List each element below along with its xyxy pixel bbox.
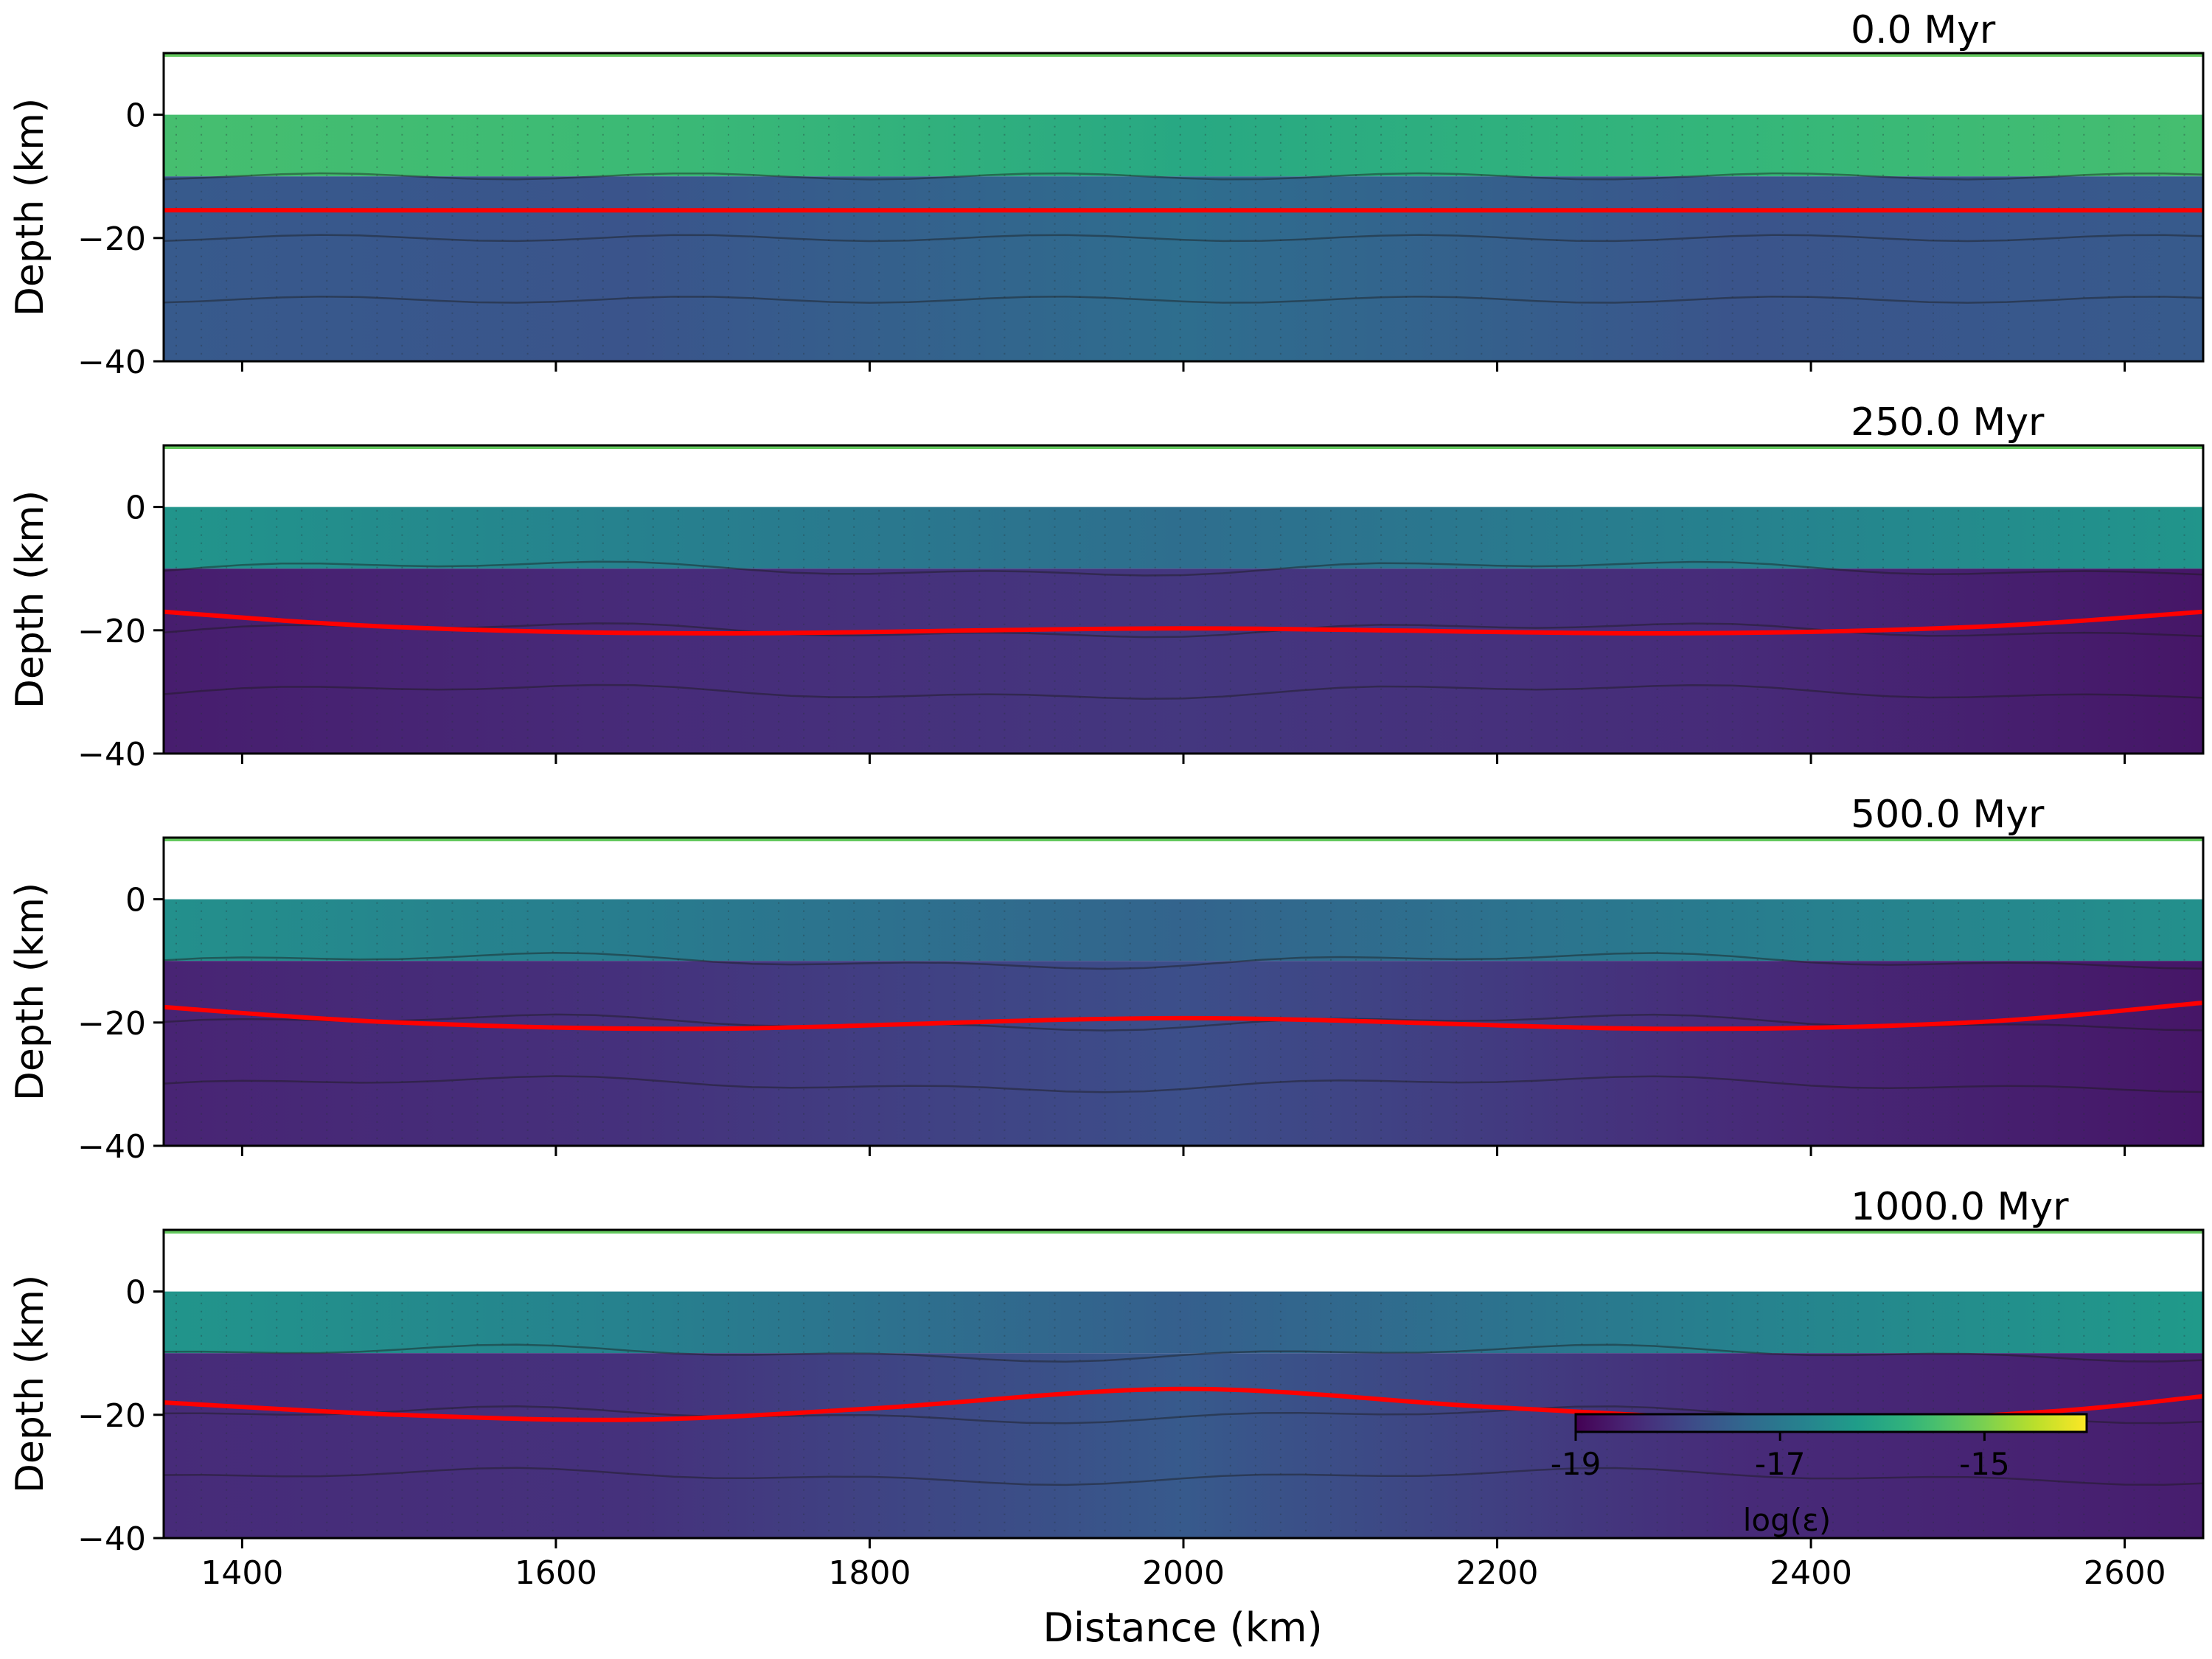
panel-2: 0 −20 −40 Depth (km) 500.0 Myr	[8, 793, 2205, 1166]
x-tick-label: 1600	[515, 1554, 597, 1592]
y-tick-label: −40	[77, 736, 146, 773]
layer-contour	[163, 684, 2204, 700]
lower-crust-layer	[164, 961, 2203, 1146]
x-axis-label: Distance (km)	[1043, 1604, 1322, 1651]
layer-contour	[163, 1075, 2204, 1093]
surface-strip	[164, 1231, 2203, 1234]
panel-0: 0 −20 −40 Depth (km) 0.0 Myr	[8, 8, 2205, 381]
colorbar-tick-label: -15	[1959, 1446, 2010, 1482]
x-tick-label: 2600	[2084, 1554, 2166, 1592]
colorbar-tick-label: -19	[1551, 1446, 1601, 1482]
y-tick-label: −40	[77, 1128, 146, 1166]
y-tick-label: −20	[77, 613, 146, 650]
y-tick-label: −20	[77, 220, 146, 258]
panel-1: 0 −20 −40 Depth (km) 250.0 Myr	[8, 400, 2205, 773]
y-tick-label: 0	[125, 882, 146, 919]
x-tick-label: 2000	[1142, 1554, 1225, 1592]
panel-3: 0 −20 −40 1400 1600 1800 2000 2200 2400 2600 Depth…	[8, 1185, 2205, 1592]
y-tick-label: −40	[77, 344, 146, 381]
upper-crust-layer	[164, 1291, 2203, 1354]
panel-title: 0.0 Myr	[1851, 8, 1996, 52]
layer-contour	[163, 560, 2204, 577]
y-tick-label: −20	[77, 1397, 146, 1435]
layer-contour	[163, 622, 2204, 639]
y-axis-label: Depth (km)	[8, 1275, 52, 1493]
colorbar-gradient	[1574, 1413, 2088, 1433]
layer-contour	[163, 1343, 2204, 1363]
y-tick-label: 0	[125, 97, 146, 135]
y-axis-label: Depth (km)	[8, 490, 52, 709]
panels: 0 −20 −40 Depth (km) 0.0 Myr 0 −20 −40 Depth (km…	[8, 8, 2205, 1592]
panel-title: 250.0 Myr	[1851, 400, 2045, 445]
lower-crust-layer	[164, 176, 2203, 361]
surface-strip	[164, 446, 2203, 449]
x-tick-label: 2200	[1456, 1554, 1539, 1592]
upper-crust-layer	[164, 507, 2203, 569]
y-axis-label: Depth (km)	[8, 883, 52, 1101]
surface-strip	[164, 838, 2203, 841]
y-tick-label: −40	[77, 1520, 146, 1558]
x-tick-label: 1400	[201, 1554, 283, 1592]
red-line-series	[163, 609, 2204, 636]
surface-strip	[164, 54, 2203, 57]
colorbar: -19 -17 -15 log(ε)	[1551, 1413, 2088, 1538]
x-tick-label: 2400	[1770, 1554, 1852, 1592]
x-tick-label: 1800	[828, 1554, 911, 1592]
layer-contour	[163, 1467, 2204, 1486]
lower-crust-layer	[164, 568, 2203, 754]
colorbar-tick-label: -17	[1755, 1446, 1806, 1482]
colorbar-label: log(ε)	[1743, 1502, 1832, 1538]
y-tick-label: 0	[125, 1274, 146, 1312]
panel-title: 1000.0 Myr	[1851, 1185, 2069, 1229]
lower-crust-layer	[164, 1353, 2203, 1538]
layer-contour	[163, 952, 2204, 970]
layer-contour	[163, 172, 2204, 181]
upper-crust-layer	[164, 899, 2203, 961]
layer-contour	[163, 234, 2204, 243]
layer-contour	[163, 295, 2204, 304]
y-axis-label: Depth (km)	[8, 98, 52, 316]
red-line-series	[163, 1001, 2204, 1032]
y-tick-label: 0	[125, 490, 146, 527]
y-tick-label: −20	[77, 1005, 146, 1043]
panel-title: 500.0 Myr	[1851, 793, 2045, 837]
upper-crust-layer	[164, 114, 2203, 177]
